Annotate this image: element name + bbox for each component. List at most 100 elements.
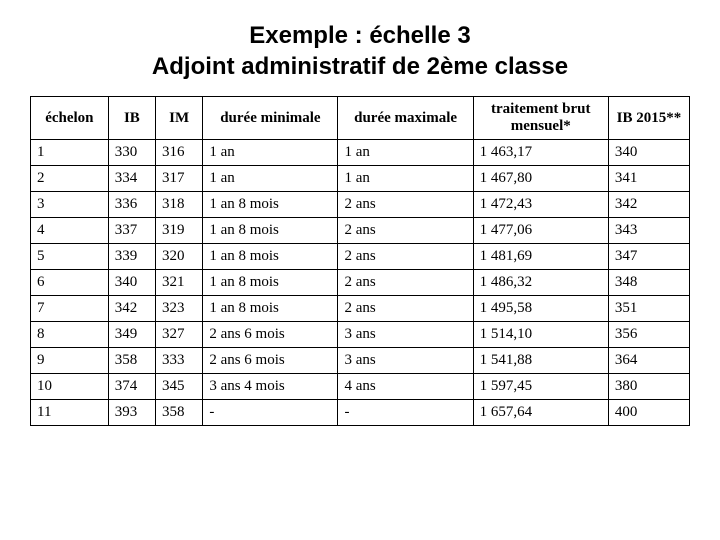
table-cell: 327 bbox=[156, 322, 203, 348]
table-cell: 1 657,64 bbox=[473, 400, 608, 426]
table-cell: 334 bbox=[108, 166, 155, 192]
table-cell: 336 bbox=[108, 192, 155, 218]
table-body: 13303161 an1 an1 463,1734023343171 an1 a… bbox=[31, 140, 690, 426]
table-cell: 2 ans bbox=[338, 244, 473, 270]
table-cell: 1 514,10 bbox=[473, 322, 608, 348]
table-cell: 318 bbox=[156, 192, 203, 218]
col-duree-max: durée maximale bbox=[338, 97, 473, 140]
table-cell: 349 bbox=[108, 322, 155, 348]
table-cell: 323 bbox=[156, 296, 203, 322]
table-cell: 330 bbox=[108, 140, 155, 166]
table-cell: 3 ans 4 mois bbox=[203, 374, 338, 400]
table-cell: 356 bbox=[608, 322, 689, 348]
page: Exemple : échelle 3 Adjoint administrati… bbox=[0, 0, 720, 446]
table-cell: 4 ans bbox=[338, 374, 473, 400]
table-cell: 1 an bbox=[338, 166, 473, 192]
table-cell: 1 an bbox=[203, 166, 338, 192]
table-cell: 2 ans bbox=[338, 296, 473, 322]
col-traitement: traitement brut mensuel* bbox=[473, 97, 608, 140]
table-cell: 1 bbox=[31, 140, 109, 166]
table-cell: 5 bbox=[31, 244, 109, 270]
table-cell: 358 bbox=[156, 400, 203, 426]
table-row: 11393358--1 657,64400 bbox=[31, 400, 690, 426]
table-cell: 317 bbox=[156, 166, 203, 192]
table-cell: 4 bbox=[31, 218, 109, 244]
table-cell: 2 ans 6 mois bbox=[203, 348, 338, 374]
table-cell: 2 bbox=[31, 166, 109, 192]
table-cell: 2 ans bbox=[338, 270, 473, 296]
title-line-1: Exemple : échelle 3 bbox=[30, 20, 690, 51]
table-row: 63403211 an 8 mois2 ans1 486,32348 bbox=[31, 270, 690, 296]
table-cell: 2 ans bbox=[338, 192, 473, 218]
table-row: 23343171 an1 an1 467,80341 bbox=[31, 166, 690, 192]
col-ib-2015: IB 2015** bbox=[608, 97, 689, 140]
table-cell: 343 bbox=[608, 218, 689, 244]
table-cell: 11 bbox=[31, 400, 109, 426]
table-header-row: échelon IB IM durée minimale durée maxim… bbox=[31, 97, 690, 140]
table-cell: 1 an bbox=[338, 140, 473, 166]
table-row: 93583332 ans 6 mois3 ans1 541,88364 bbox=[31, 348, 690, 374]
table-cell: 321 bbox=[156, 270, 203, 296]
table-cell: 10 bbox=[31, 374, 109, 400]
table-cell: 8 bbox=[31, 322, 109, 348]
table-cell: 1 597,45 bbox=[473, 374, 608, 400]
table-cell: 380 bbox=[608, 374, 689, 400]
table-row: 53393201 an 8 mois2 ans1 481,69347 bbox=[31, 244, 690, 270]
table-cell: 1 an 8 mois bbox=[203, 296, 338, 322]
table-row: 33363181 an 8 mois2 ans1 472,43342 bbox=[31, 192, 690, 218]
table-cell: 7 bbox=[31, 296, 109, 322]
table-cell: 340 bbox=[608, 140, 689, 166]
table-cell: 3 bbox=[31, 192, 109, 218]
table-cell: 351 bbox=[608, 296, 689, 322]
table-cell: 1 an 8 mois bbox=[203, 244, 338, 270]
col-duree-min: durée minimale bbox=[203, 97, 338, 140]
table-cell: 347 bbox=[608, 244, 689, 270]
col-ib: IB bbox=[108, 97, 155, 140]
table-cell: 1 481,69 bbox=[473, 244, 608, 270]
table-cell: 345 bbox=[156, 374, 203, 400]
table-row: 83493272 ans 6 mois3 ans1 514,10356 bbox=[31, 322, 690, 348]
table-row: 103743453 ans 4 mois4 ans1 597,45380 bbox=[31, 374, 690, 400]
table-cell: 342 bbox=[608, 192, 689, 218]
table-cell: 340 bbox=[108, 270, 155, 296]
table-cell: 341 bbox=[608, 166, 689, 192]
table-cell: 400 bbox=[608, 400, 689, 426]
table-cell: 3 ans bbox=[338, 322, 473, 348]
table-cell: 2 ans 6 mois bbox=[203, 322, 338, 348]
table-cell: 374 bbox=[108, 374, 155, 400]
table-cell: - bbox=[203, 400, 338, 426]
col-im: IM bbox=[156, 97, 203, 140]
table-cell: 1 an 8 mois bbox=[203, 270, 338, 296]
table-header: échelon IB IM durée minimale durée maxim… bbox=[31, 97, 690, 140]
table-cell: 348 bbox=[608, 270, 689, 296]
table-cell: 6 bbox=[31, 270, 109, 296]
page-title: Exemple : échelle 3 Adjoint administrati… bbox=[30, 20, 690, 82]
table-cell: 1 486,32 bbox=[473, 270, 608, 296]
table-cell: 342 bbox=[108, 296, 155, 322]
table-row: 13303161 an1 an1 463,17340 bbox=[31, 140, 690, 166]
table-cell: 393 bbox=[108, 400, 155, 426]
table-cell: 1 495,58 bbox=[473, 296, 608, 322]
table-cell: 1 an 8 mois bbox=[203, 192, 338, 218]
table-cell: 1 477,06 bbox=[473, 218, 608, 244]
table-cell: 1 463,17 bbox=[473, 140, 608, 166]
table-cell: 2 ans bbox=[338, 218, 473, 244]
table-cell: 3 ans bbox=[338, 348, 473, 374]
table-cell: - bbox=[338, 400, 473, 426]
table-cell: 1 472,43 bbox=[473, 192, 608, 218]
col-echelon: échelon bbox=[31, 97, 109, 140]
pay-scale-table: échelon IB IM durée minimale durée maxim… bbox=[30, 96, 690, 426]
table-row: 43373191 an 8 mois2 ans1 477,06343 bbox=[31, 218, 690, 244]
table-cell: 9 bbox=[31, 348, 109, 374]
table-row: 73423231 an 8 mois2 ans1 495,58351 bbox=[31, 296, 690, 322]
table-cell: 364 bbox=[608, 348, 689, 374]
table-cell: 320 bbox=[156, 244, 203, 270]
table-cell: 1 an 8 mois bbox=[203, 218, 338, 244]
table-cell: 319 bbox=[156, 218, 203, 244]
table-cell: 1 467,80 bbox=[473, 166, 608, 192]
table-cell: 358 bbox=[108, 348, 155, 374]
table-cell: 1 541,88 bbox=[473, 348, 608, 374]
table-cell: 337 bbox=[108, 218, 155, 244]
table-cell: 339 bbox=[108, 244, 155, 270]
table-cell: 1 an bbox=[203, 140, 338, 166]
